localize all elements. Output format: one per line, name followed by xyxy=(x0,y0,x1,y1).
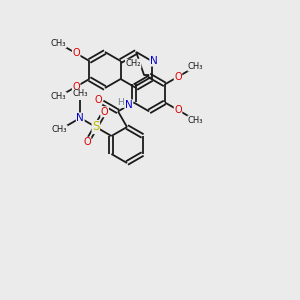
Text: H: H xyxy=(117,98,124,107)
Text: O: O xyxy=(101,107,108,117)
Text: CH₃: CH₃ xyxy=(188,62,203,71)
Text: CH₃: CH₃ xyxy=(51,92,66,101)
Text: O: O xyxy=(72,48,80,58)
Text: N: N xyxy=(125,100,133,110)
Text: CH₃: CH₃ xyxy=(188,116,203,125)
Text: S: S xyxy=(92,121,100,134)
Text: O: O xyxy=(94,95,102,105)
Text: CH₃: CH₃ xyxy=(52,125,67,134)
Text: CH₃: CH₃ xyxy=(73,89,88,98)
Text: O: O xyxy=(174,105,182,115)
Text: O: O xyxy=(83,137,91,147)
Text: N: N xyxy=(150,56,158,66)
Text: O: O xyxy=(174,72,182,82)
Text: CH₃: CH₃ xyxy=(51,39,66,48)
Text: CH₂: CH₂ xyxy=(125,59,141,68)
Text: N: N xyxy=(76,113,84,123)
Text: O: O xyxy=(72,82,80,92)
